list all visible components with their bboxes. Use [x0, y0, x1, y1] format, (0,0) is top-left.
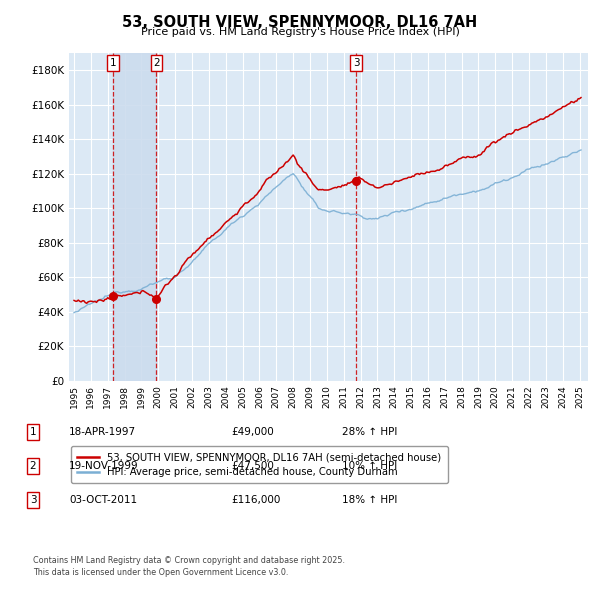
- Text: 18% ↑ HPI: 18% ↑ HPI: [342, 496, 397, 505]
- Legend: 53, SOUTH VIEW, SPENNYMOOR, DL16 7AH (semi-detached house), HPI: Average price, : 53, SOUTH VIEW, SPENNYMOOR, DL16 7AH (se…: [71, 446, 448, 483]
- Text: 1: 1: [29, 427, 37, 437]
- Text: This data is licensed under the Open Government Licence v3.0.: This data is licensed under the Open Gov…: [33, 568, 289, 577]
- Text: 03-OCT-2011: 03-OCT-2011: [69, 496, 137, 505]
- Text: 28% ↑ HPI: 28% ↑ HPI: [342, 427, 397, 437]
- Text: 3: 3: [29, 496, 37, 505]
- Text: 19-NOV-1999: 19-NOV-1999: [69, 461, 139, 471]
- Text: 1: 1: [109, 58, 116, 68]
- Text: 18-APR-1997: 18-APR-1997: [69, 427, 136, 437]
- Text: £116,000: £116,000: [231, 496, 280, 505]
- Text: 10% ↑ HPI: 10% ↑ HPI: [342, 461, 397, 471]
- Text: Contains HM Land Registry data © Crown copyright and database right 2025.: Contains HM Land Registry data © Crown c…: [33, 556, 345, 565]
- Text: 53, SOUTH VIEW, SPENNYMOOR, DL16 7AH: 53, SOUTH VIEW, SPENNYMOOR, DL16 7AH: [122, 15, 478, 30]
- Text: 3: 3: [353, 58, 359, 68]
- Text: £47,500: £47,500: [231, 461, 274, 471]
- Text: 2: 2: [153, 58, 160, 68]
- Text: £49,000: £49,000: [231, 427, 274, 437]
- Text: Price paid vs. HM Land Registry's House Price Index (HPI): Price paid vs. HM Land Registry's House …: [140, 27, 460, 37]
- Bar: [113, 53, 157, 381]
- Text: 2: 2: [29, 461, 37, 471]
